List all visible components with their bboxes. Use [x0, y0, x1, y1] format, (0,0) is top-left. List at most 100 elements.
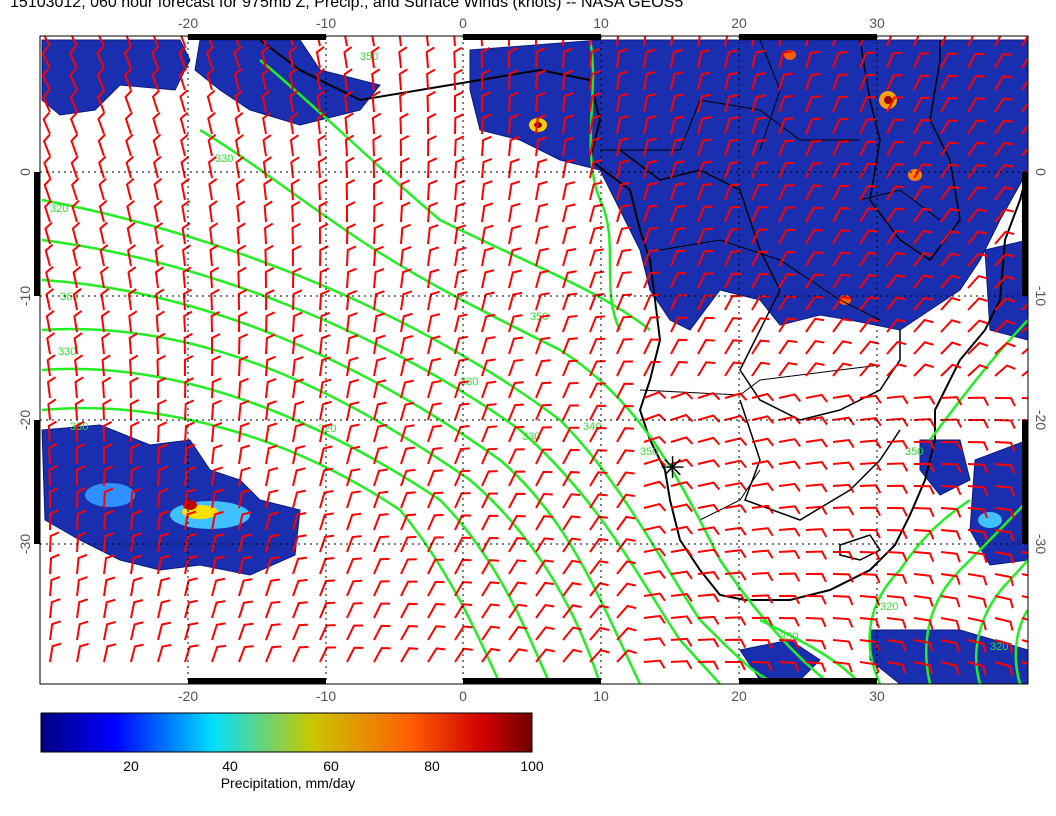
- wind-barb: [235, 178, 245, 201]
- wind-barb: [778, 339, 798, 355]
- wind-barb: [859, 661, 880, 674]
- wind-barb: [724, 205, 741, 223]
- wind-barb: [292, 467, 306, 487]
- wind-barb: [371, 112, 382, 135]
- wind-barb: [454, 647, 473, 663]
- wind-barb: [805, 162, 822, 179]
- wind-barb: [751, 116, 767, 135]
- wind-barb: [373, 423, 388, 443]
- wind-barb: [616, 471, 635, 487]
- wind-barb: [238, 578, 253, 597]
- wind-barb: [751, 415, 775, 424]
- wind-barb: [69, 67, 78, 91]
- wind-barb: [155, 310, 165, 333]
- wind-barb: [344, 90, 354, 113]
- wind-barb: [238, 422, 250, 443]
- wind-barb: [616, 226, 631, 245]
- wind-barb: [317, 134, 327, 157]
- wind-barb: [670, 413, 694, 423]
- wind-barb: [940, 97, 958, 113]
- wind-barb: [292, 578, 308, 597]
- wind-barb: [346, 490, 361, 509]
- wind-barb: [157, 577, 171, 597]
- wind-barb: [481, 246, 494, 267]
- wind-barb: [208, 200, 218, 223]
- wind-barb: [913, 551, 935, 563]
- wind-barb: [319, 490, 334, 509]
- wind-barb: [508, 158, 520, 179]
- wind-barb: [319, 289, 330, 311]
- wind-barb: [643, 338, 661, 355]
- wind-barb: [670, 316, 688, 333]
- wind-barb: [205, 36, 214, 47]
- wind-barb: [616, 560, 636, 575]
- wind-barb: [211, 399, 222, 421]
- wind-barb: [207, 133, 217, 157]
- wind-barb: [43, 177, 52, 201]
- wind-barb: [156, 332, 166, 355]
- wind-barb: [940, 363, 962, 377]
- wind-barb: [157, 399, 167, 421]
- wind-barb: [319, 356, 332, 377]
- wind-barb: [235, 156, 245, 179]
- wind-barb: [346, 423, 360, 443]
- wind-barb: [535, 426, 552, 443]
- wind-barb: [400, 401, 415, 421]
- wind-barb: [180, 178, 190, 201]
- wind-barb: [481, 559, 500, 575]
- wind-barb: [940, 52, 958, 69]
- wind-barb: [778, 550, 801, 560]
- wind-barb: [751, 616, 773, 627]
- wind-barb: [400, 201, 411, 223]
- wind-barb: [535, 626, 555, 641]
- wind-barb: [994, 36, 1012, 47]
- wind-barbs: [41, 36, 1028, 677]
- wind-barb: [589, 449, 607, 465]
- wind-barb: [697, 548, 720, 558]
- wind-barb: [670, 637, 693, 647]
- wind-barb: [859, 73, 876, 91]
- wind-barb: [535, 403, 552, 421]
- wind-barb: [805, 184, 823, 201]
- wind-barb: [616, 649, 637, 663]
- colorbar-ticks: 20 40 60 80 100: [123, 758, 544, 774]
- wind-barb: [805, 251, 824, 267]
- wind-barb: [130, 487, 141, 509]
- wind-barb: [940, 319, 961, 333]
- wind-barb: [125, 155, 134, 179]
- wind-barb: [130, 576, 143, 597]
- wind-barb: [400, 513, 417, 531]
- wind-barb: [234, 111, 244, 135]
- wind-barb: [69, 111, 78, 135]
- wind-barb: [103, 576, 116, 597]
- wind-barb: [967, 297, 988, 311]
- wind-barb: [833, 551, 854, 561]
- wind-barb: [778, 572, 801, 582]
- wind-barb: [616, 582, 637, 597]
- wind-barb: [913, 462, 935, 473]
- wind-barb: [346, 223, 356, 245]
- wind-barb: [643, 70, 656, 91]
- wind-barb: [535, 69, 546, 91]
- wind-barb: [697, 160, 713, 179]
- wind-barb: [454, 514, 471, 531]
- wind-barb: [724, 392, 748, 401]
- wind-barb: [697, 227, 714, 245]
- wind-barb: [940, 595, 961, 608]
- wind-barb: [724, 549, 747, 559]
- wind-barb: [751, 161, 767, 179]
- wind-barb: [319, 646, 336, 663]
- wind-barb: [206, 67, 215, 91]
- wind-barb: [724, 138, 740, 157]
- wind-barb: [832, 439, 855, 449]
- wind-barb: [184, 488, 196, 509]
- wind-barb: [1021, 573, 1028, 587]
- frame-bar: [463, 678, 601, 684]
- wind-barb: [670, 137, 685, 157]
- wind-barb: [616, 515, 636, 531]
- wind-barb: [994, 186, 1014, 201]
- wind-barb: [805, 273, 824, 289]
- wind-barb: [886, 251, 906, 267]
- wind-barb: [832, 573, 854, 583]
